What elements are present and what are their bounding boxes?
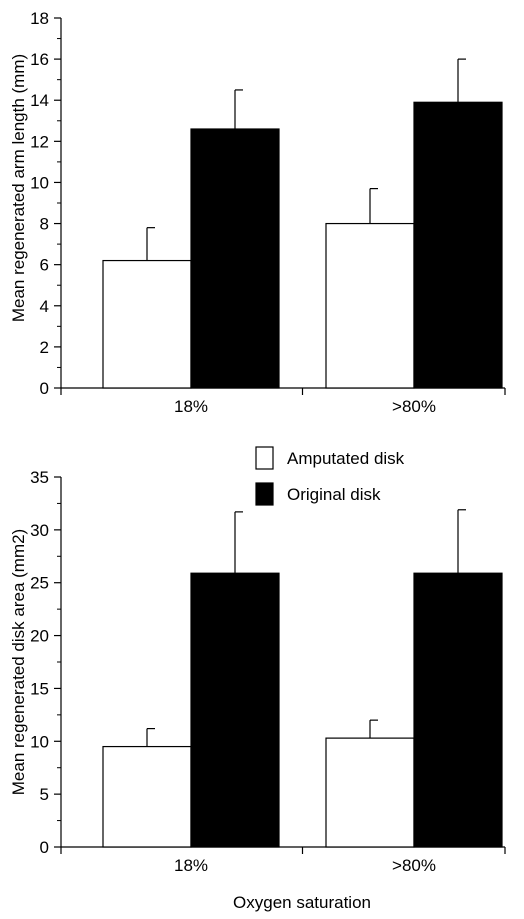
bar-amputated-disk	[325, 737, 415, 848]
y-tick-label: 14	[30, 91, 49, 110]
y-tick-label: 2	[40, 338, 49, 357]
y-tick-label: 15	[30, 679, 49, 698]
y-axis-title-arm-length: Mean regenerated arm length (mm)	[9, 54, 28, 322]
x-axis-title: Oxygen saturation	[233, 893, 371, 912]
legend-label-original: Original disk	[287, 485, 381, 504]
y-tick-label: 0	[40, 379, 49, 398]
y-tick-label: 30	[30, 521, 49, 540]
y-tick-label: 18	[30, 9, 49, 28]
y-tick-label: 4	[40, 297, 49, 316]
bar-original-disk	[413, 101, 503, 389]
legend-swatch-original	[255, 482, 274, 506]
y-tick-label: 6	[40, 256, 49, 275]
y-tick-label: 5	[40, 785, 49, 804]
bar-original-disk	[190, 572, 280, 848]
legend-swatch-amputated	[255, 446, 274, 470]
bar-original-disk	[413, 572, 503, 848]
x-category-label: 18%	[174, 856, 208, 875]
y-tick-label: 16	[30, 50, 49, 69]
y-axis-title-disk-area: Mean regenerated disk area (mm2)	[9, 529, 28, 795]
y-tick-label: 10	[30, 732, 49, 751]
arm-length-chart: Mean regenerated arm length (mm) 0 2 4 6 8 10…	[9, 9, 506, 416]
bar-amputated-disk	[102, 745, 192, 848]
bar-amputated-disk	[102, 259, 192, 389]
y-tick-label: 25	[30, 574, 49, 593]
x-category-label: 18%	[174, 397, 208, 416]
disk-area-chart: Mean regenerated disk area (mm2) Oxygen …	[9, 468, 506, 912]
x-category-label: >80%	[392, 856, 436, 875]
legend-label-amputated: Amputated disk	[287, 449, 405, 468]
bar-amputated-disk	[325, 222, 415, 389]
bar-original-disk	[190, 128, 280, 389]
y-tick-label: 8	[40, 215, 49, 234]
legend: Amputated disk Original disk	[255, 446, 405, 506]
y-tick-label: 10	[30, 173, 49, 192]
x-category-label: >80%	[392, 397, 436, 416]
y-tick-label: 12	[30, 132, 49, 151]
y-tick-label: 35	[30, 468, 49, 487]
y-tick-label: 20	[30, 627, 49, 646]
y-tick-label: 0	[40, 838, 49, 857]
